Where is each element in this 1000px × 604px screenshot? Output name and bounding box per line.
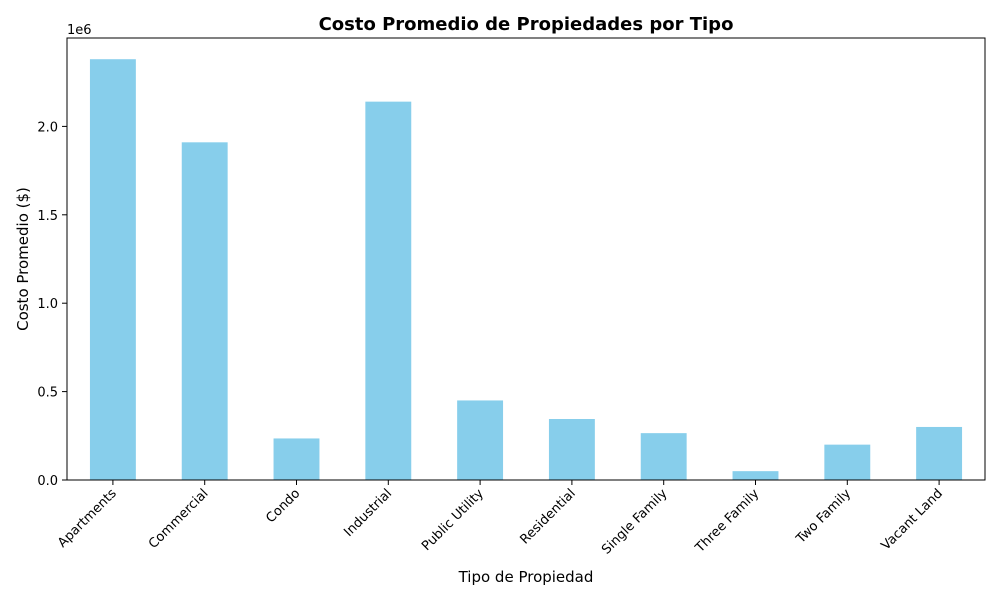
x-tick-label: Two Family xyxy=(793,486,854,547)
x-tick-label: Commercial xyxy=(146,486,212,552)
x-tick-label: Residential xyxy=(517,486,578,547)
plot-frame xyxy=(66,37,986,481)
y-axis-label: Costo Promedio ($) xyxy=(14,187,32,331)
y-tick-label: 2.0 xyxy=(37,120,58,135)
bars-group xyxy=(89,59,963,480)
y-tick-label: 0.0 xyxy=(37,474,58,489)
x-tick-label: Industrial xyxy=(341,486,395,540)
chart-title: Costo Promedio de Propiedades por Tipo xyxy=(319,14,734,35)
bar-vacant-land xyxy=(916,426,963,480)
x-axis-label: Tipo de Propiedad xyxy=(458,568,594,586)
bar-apartments xyxy=(89,59,136,480)
y-tick-label: 1.0 xyxy=(37,297,58,312)
bar-residential xyxy=(548,419,595,480)
y-axis-offset-label: 1e6 xyxy=(67,23,92,38)
bar-public-utility xyxy=(457,400,504,480)
ticks-group: Apartments Commercial Condo Industrial Publi… xyxy=(37,120,946,557)
bar-industrial xyxy=(365,101,412,480)
x-tick-label: Single Family xyxy=(599,486,671,558)
x-tick-label: Three Family xyxy=(692,486,762,556)
y-tick-label: 1.5 xyxy=(37,209,58,224)
x-tick-label: Vacant Land xyxy=(879,486,946,553)
bar-single-family xyxy=(640,433,687,480)
bar-commercial xyxy=(181,142,228,480)
bar-three-family xyxy=(732,471,779,480)
x-tick-label: Apartments xyxy=(55,486,120,551)
y-tick-label: 0.5 xyxy=(37,386,58,401)
x-tick-label: Condo xyxy=(263,486,303,526)
bar-two-family xyxy=(824,444,871,480)
x-tick-label: Public Utility xyxy=(419,486,487,554)
bar-condo xyxy=(273,438,320,480)
